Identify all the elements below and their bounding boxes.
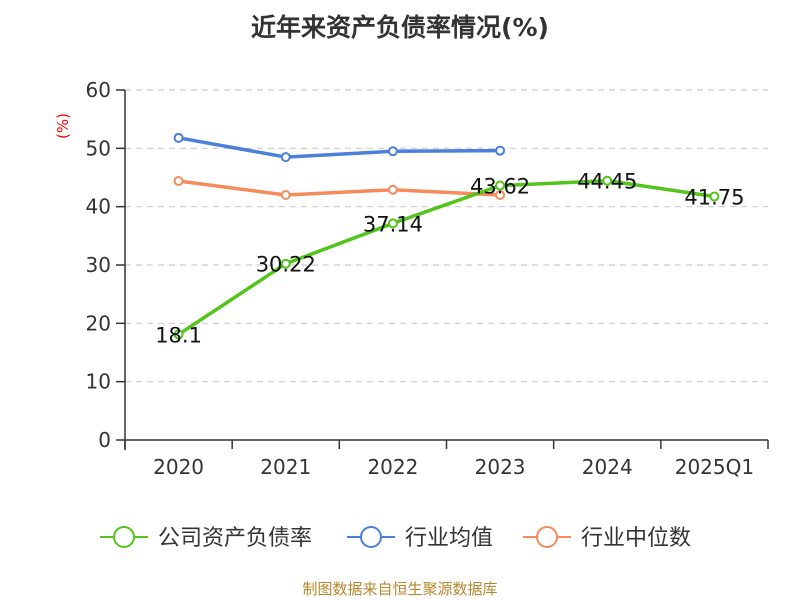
y-tick-label: 0 [98,428,111,452]
data-point[interactable] [495,145,506,156]
legend-label: 公司资产负债率 [158,526,312,551]
data-label: 43.62 [470,175,530,199]
x-tick-label: 2022 [367,455,418,479]
data-label: 30.22 [256,253,316,277]
data-point[interactable] [387,218,398,229]
y-tick-label: 40 [86,195,111,219]
data-point[interactable] [173,176,184,186]
data-point[interactable] [387,146,398,157]
data-point[interactable] [173,132,184,143]
y-tick-label: 20 [86,311,111,335]
legend-item[interactable]: 行业均值 [347,526,493,551]
legend-label: 行业中位数 [581,526,691,551]
chart-title: 近年来资产负债率情况(%) [251,13,549,42]
y-tick-label: 10 [86,370,111,394]
y-tick-label: 60 [86,78,111,102]
data-point[interactable] [280,190,291,200]
data-label: 18.1 [155,323,202,347]
data-source-note: 制图数据来自恒生聚源数据库 [302,580,498,598]
x-tick-label: 2023 [475,455,526,479]
legend-marker-icon [360,526,382,548]
series-line [178,136,501,159]
x-tick-label: 2020 [153,455,204,479]
y-tick-label: 30 [86,253,111,277]
legend-item[interactable]: 行业中位数 [523,526,691,551]
data-point[interactable] [387,184,398,195]
x-tick-label: 2021 [260,455,311,479]
y-tick-label: 50 [86,136,111,160]
data-point[interactable] [709,191,720,202]
y-unit-label: (%) [54,113,72,139]
x-tick-label: 2024 [582,455,633,479]
data-point[interactable] [602,175,613,186]
legend-marker-icon [536,526,558,548]
data-point[interactable] [495,190,506,200]
series-line [178,179,501,197]
legend-label: 行业均值 [405,526,493,551]
data-point[interactable] [280,152,291,163]
legend-marker-icon [113,526,135,548]
legend-item[interactable]: 公司资产负债率 [100,526,312,551]
x-tick-label: 2025Q1 [675,455,754,479]
data-label: 41.75 [684,185,744,209]
data-label: 44.45 [577,170,637,194]
data-label: 37.14 [363,212,423,236]
series-line [177,178,715,336]
data-point[interactable] [495,180,506,191]
data-point[interactable] [280,258,291,269]
data-point[interactable] [173,329,184,340]
